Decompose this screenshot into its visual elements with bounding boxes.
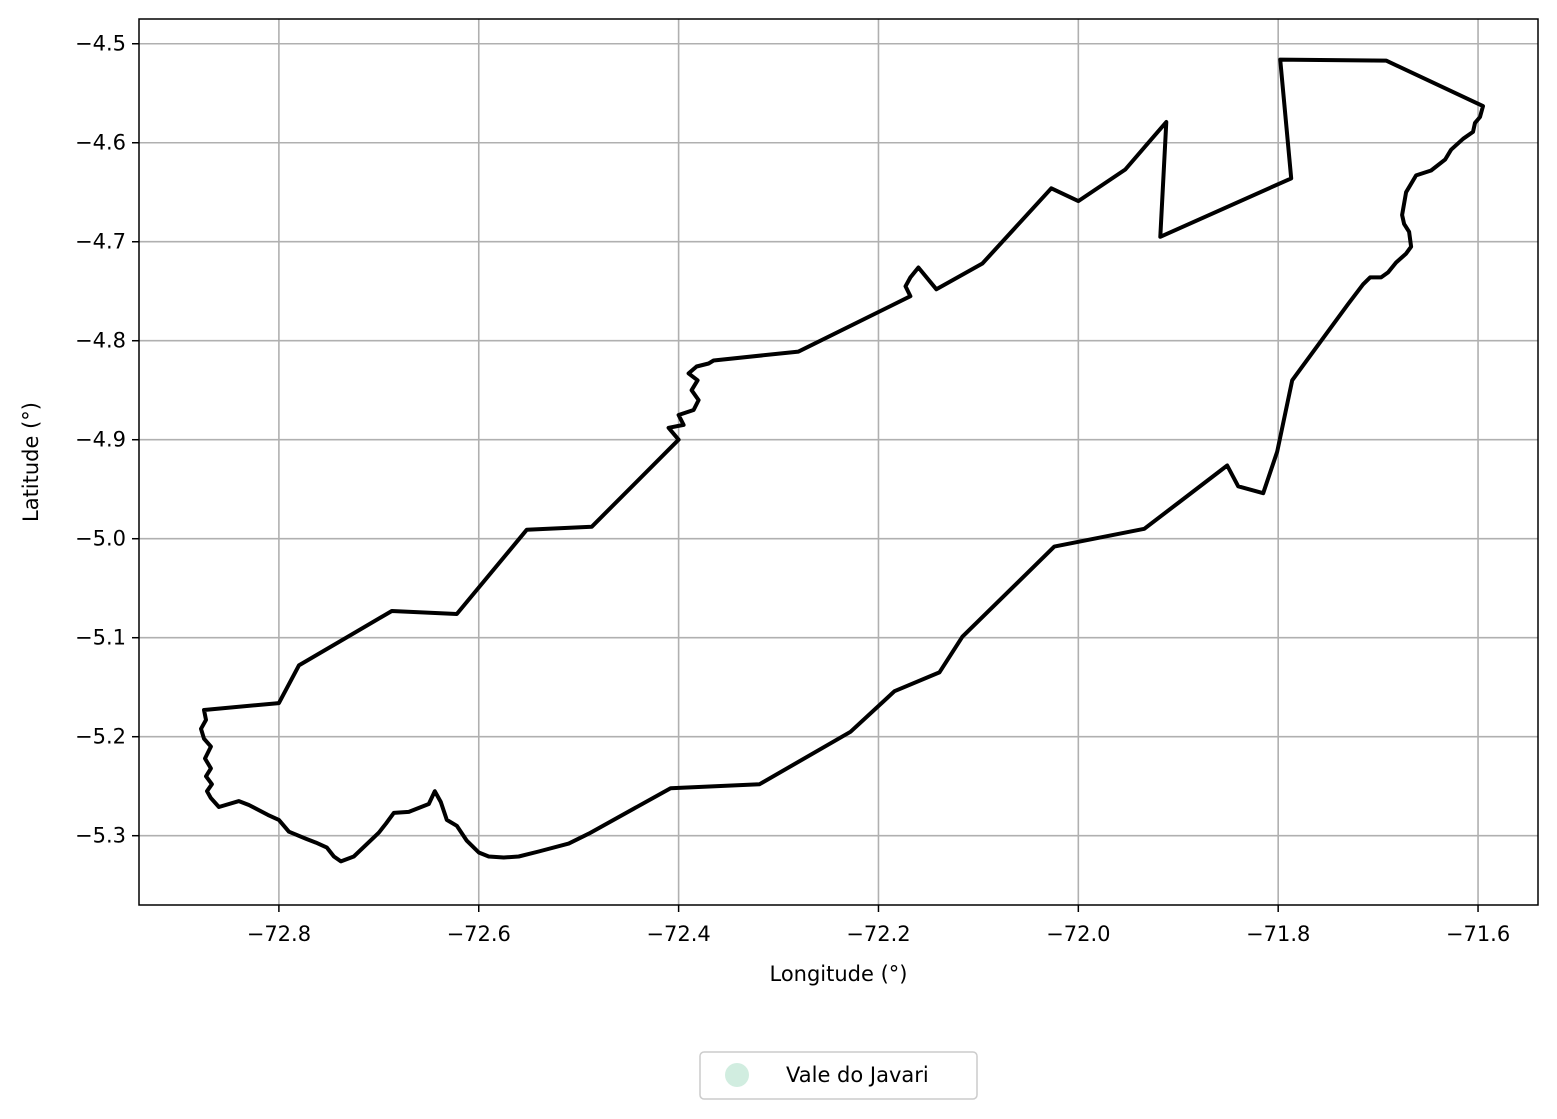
y-tick-label: −4.6 — [75, 131, 126, 155]
y-tick-label: −5.3 — [75, 824, 126, 848]
x-tick-label: −71.8 — [1246, 922, 1310, 946]
legend: Vale do Javari — [699, 1051, 978, 1100]
legend-box — [699, 1051, 978, 1100]
y-axis-label: Latitude (°) — [19, 402, 43, 522]
boundary-layer — [199, 57, 1485, 864]
x-axis-label: Longitude (°) — [769, 962, 907, 986]
grid — [139, 19, 1538, 905]
x-tick-label: −71.6 — [1446, 922, 1510, 946]
x-tick-label: −72.2 — [846, 922, 910, 946]
plot-frame — [138, 18, 1539, 906]
y-tick-label: −4.9 — [75, 428, 126, 452]
boundary-polygon — [199, 57, 1485, 864]
y-tick-label: −4.8 — [75, 329, 126, 353]
x-tick-label: −72.8 — [247, 922, 311, 946]
y-tick-label: −4.5 — [75, 32, 126, 56]
x-tick-label: −72.4 — [646, 922, 710, 946]
x-tick-label: −72.6 — [447, 922, 511, 946]
x-tick-label: −72.0 — [1046, 922, 1110, 946]
y-tick-label: −5.2 — [75, 725, 126, 749]
y-axis: −4.5 −4.6 −4.7 −4.8 −4.9 −5.0 −5.1 −5.2 −5.3 — [75, 32, 139, 848]
legend-label: Vale do Javari — [786, 1063, 929, 1087]
y-tick-label: −5.1 — [75, 626, 126, 650]
legend-marker-icon — [725, 1063, 749, 1087]
x-axis: −72.8 −72.6 −72.4 −72.2 −72.0 −71.8 −71.6 — [247, 905, 1510, 946]
y-tick-label: −5.0 — [75, 527, 126, 551]
y-tick-label: −4.7 — [75, 230, 126, 254]
